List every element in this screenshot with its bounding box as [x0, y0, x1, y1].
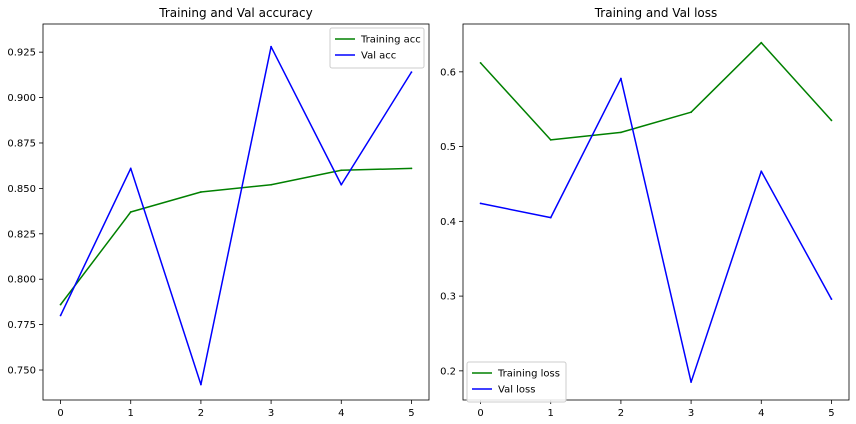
training-acc-point [270, 183, 272, 186]
accuracy-chart-title: Training and Val accuracy [158, 6, 312, 20]
training-loss-line [479, 41, 833, 141]
training-loss-point [549, 138, 552, 141]
val-acc-legend-label: Val acc [361, 51, 396, 62]
loss-legend: Training loss Val loss [466, 361, 567, 403]
val-acc-point [59, 314, 62, 317]
loss-x-tick-label: 0 [477, 408, 483, 419]
training-loss-legend-label: Training loss [497, 369, 560, 380]
accuracy-y-tick-label: 0.925 [7, 48, 36, 59]
loss-x-tick-label: 4 [758, 408, 764, 419]
loss-axes-frame [462, 23, 850, 401]
val-loss-point [690, 381, 692, 383]
val-acc-point [270, 45, 272, 48]
val-acc-point [340, 183, 343, 186]
accuracy-x-tick-label: 0 [57, 408, 63, 419]
accuracy-y-tick-label: 0.750 [7, 366, 36, 377]
val-loss-point [479, 202, 482, 205]
loss-y-tick-label: 0.2 [440, 366, 456, 377]
val-loss-point [620, 77, 622, 80]
loss-y-tick-label: 0.6 [440, 67, 456, 78]
training-acc-point [200, 191, 202, 193]
val-loss-point [830, 298, 833, 300]
training-acc-point [340, 169, 343, 172]
training-loss-point [479, 61, 482, 64]
training-loss-point [760, 41, 763, 44]
loss-x-tick-label: 3 [688, 408, 694, 419]
accuracy-x-tick-label: 2 [198, 408, 204, 419]
loss-chart-title: Training and Val loss [594, 6, 718, 20]
val-loss-point [760, 170, 763, 173]
training-loss-point [620, 131, 622, 134]
loss-y-tick-label: 0.4 [440, 217, 456, 228]
loss-x-tick-label: 2 [618, 408, 624, 419]
val-loss-point [549, 216, 552, 219]
accuracy-chart: Training and Val accuracy 0.750 0.775 0.800… [7, 6, 430, 419]
loss-x-tick-label: 5 [828, 408, 834, 419]
val-loss-legend-label: Val loss [498, 385, 535, 396]
loss-x-tick-label: 1 [548, 408, 554, 419]
accuracy-x-tick-label: 5 [408, 408, 414, 419]
accuracy-x-tick-label: 1 [128, 408, 134, 419]
accuracy-y-tick-label: 0.875 [7, 138, 36, 149]
training-loss-point [690, 111, 692, 114]
accuracy-x-tick-label: 4 [338, 408, 344, 419]
loss-y-tick-label: 0.5 [440, 142, 456, 153]
accuracy-y-tick-label: 0.800 [7, 275, 36, 286]
training-acc-point [410, 167, 413, 170]
val-acc-point [129, 167, 132, 170]
accuracy-x-tick-label: 3 [268, 408, 274, 419]
loss-legend-box [466, 361, 567, 403]
accuracy-legend-box [329, 27, 425, 69]
training-acc-line [59, 167, 412, 306]
val-acc-point [410, 71, 413, 74]
loss-chart: Training and Val loss 0.2 0.3 0.4 0.5 0.6 0 1 2 3… [440, 6, 850, 419]
accuracy-legend: Training acc Val acc [329, 27, 425, 69]
accuracy-y-tick-label: 0.900 [7, 93, 36, 104]
training-acc-legend-label: Training acc [360, 35, 421, 46]
val-acc-point [200, 383, 202, 386]
training-acc-point [59, 303, 62, 306]
accuracy-axes-frame [42, 23, 430, 401]
loss-y-tick-label: 0.3 [440, 292, 456, 303]
training-acc-point [129, 211, 132, 213]
accuracy-y-tick-label: 0.850 [7, 184, 36, 195]
training-loss-point [830, 119, 833, 122]
accuracy-y-tick-label: 0.825 [7, 229, 36, 240]
val-loss-line [480, 77, 833, 383]
accuracy-y-tick-label: 0.775 [7, 320, 36, 331]
val-acc-line [59, 45, 413, 386]
